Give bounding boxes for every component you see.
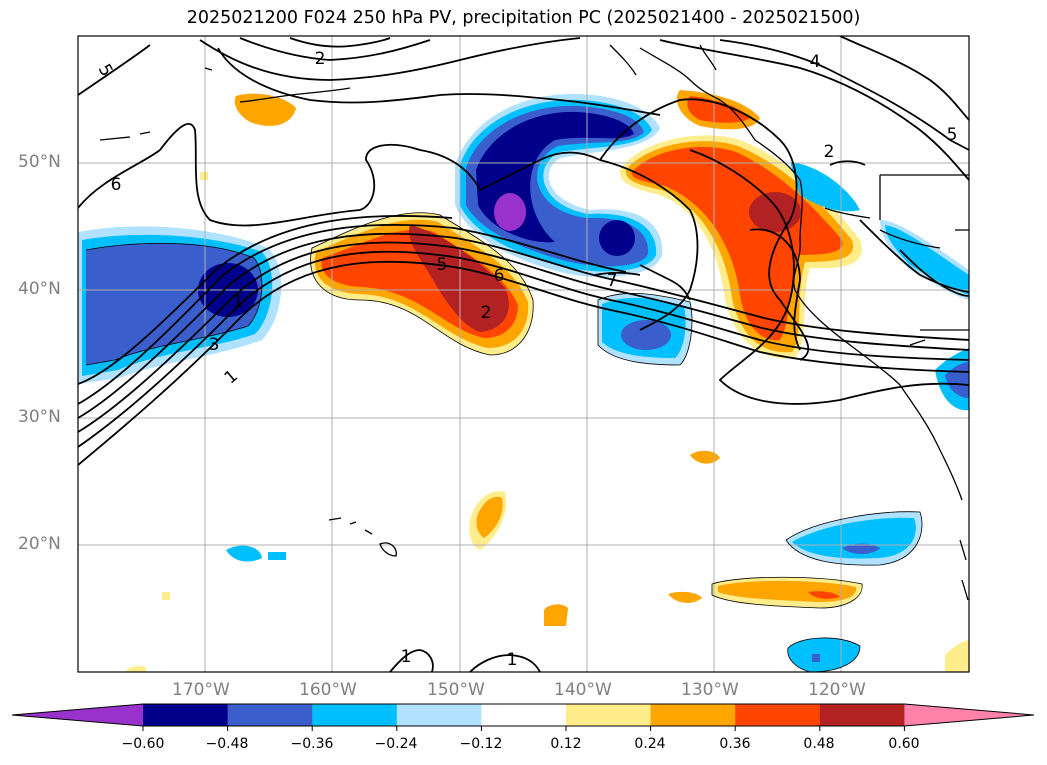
contour-label: 1 — [507, 650, 518, 670]
lon-label: 120°W — [808, 680, 866, 700]
precip-shading-small-cells — [125, 93, 969, 672]
colorbar-segment — [481, 704, 567, 726]
precip-shading-northcentral-negative — [455, 93, 663, 278]
lat-label: 30°N — [18, 407, 61, 427]
contour-label: 4 — [810, 52, 821, 72]
coastlines — [99, 44, 969, 601]
contour-label: 2 — [824, 142, 835, 162]
colorbar-segment — [650, 704, 736, 726]
figure-title: 2025021200 F024 250 hPa PV, precipitatio… — [186, 8, 861, 28]
colorbar-tick-label: −0.24 — [374, 736, 418, 752]
contour-label: 1 — [233, 292, 244, 312]
pv-contours — [78, 36, 969, 672]
colorbar-segment — [143, 704, 229, 726]
colorbar-segment — [566, 704, 652, 726]
lon-label: 130°W — [681, 680, 739, 700]
colorbar-tick-label: −0.36 — [290, 736, 334, 752]
contour-label: 1 — [401, 647, 412, 667]
contour-label: 2 — [315, 49, 326, 69]
precip-zero-outlines — [85, 212, 923, 672]
contour-label: 5 — [437, 255, 448, 275]
map-frame — [77, 35, 970, 673]
precip-shading-east-negative — [598, 162, 969, 411]
colorbar-segment — [396, 704, 482, 726]
colorbar-tick-label: 0.48 — [803, 736, 835, 752]
colorbar-tick-label: 0.12 — [550, 736, 582, 752]
colorbar-tick-label: −0.12 — [459, 736, 503, 752]
contour-label: 2 — [481, 303, 492, 323]
colorbar-tick-label: 0.24 — [634, 736, 666, 752]
contour-label: 5 — [947, 125, 958, 145]
contour-label: 6 — [111, 175, 122, 195]
lon-label: 160°W — [299, 680, 357, 700]
colorbar-segment — [819, 704, 905, 726]
lon-label: 150°W — [427, 680, 485, 700]
graticule — [78, 36, 969, 672]
lat-label: 20°N — [18, 534, 61, 554]
lat-label: 50°N — [18, 152, 61, 172]
colorbar-extend-low — [12, 704, 143, 726]
colorbar-tick-label: 0.60 — [888, 736, 920, 752]
lat-label: 40°N — [18, 279, 61, 299]
contour-label: 3 — [209, 335, 220, 355]
contour-label: 6 — [494, 266, 505, 286]
lon-label: 170°W — [172, 680, 230, 700]
contour-label: 7 — [607, 271, 618, 291]
precip-shading-west-negative — [78, 226, 282, 384]
colorbar-tick-label: 0.36 — [719, 736, 751, 752]
colorbar-tick-label: −0.48 — [205, 736, 249, 752]
colorbar-tick-label: −0.60 — [121, 736, 165, 752]
lon-label: 140°W — [554, 680, 612, 700]
colorbar-segment — [735, 704, 821, 726]
colorbar-segment — [227, 704, 313, 726]
colorbar — [11, 703, 1035, 731]
colorbar-segment — [312, 704, 398, 726]
colorbar-extend-high — [904, 704, 1034, 726]
